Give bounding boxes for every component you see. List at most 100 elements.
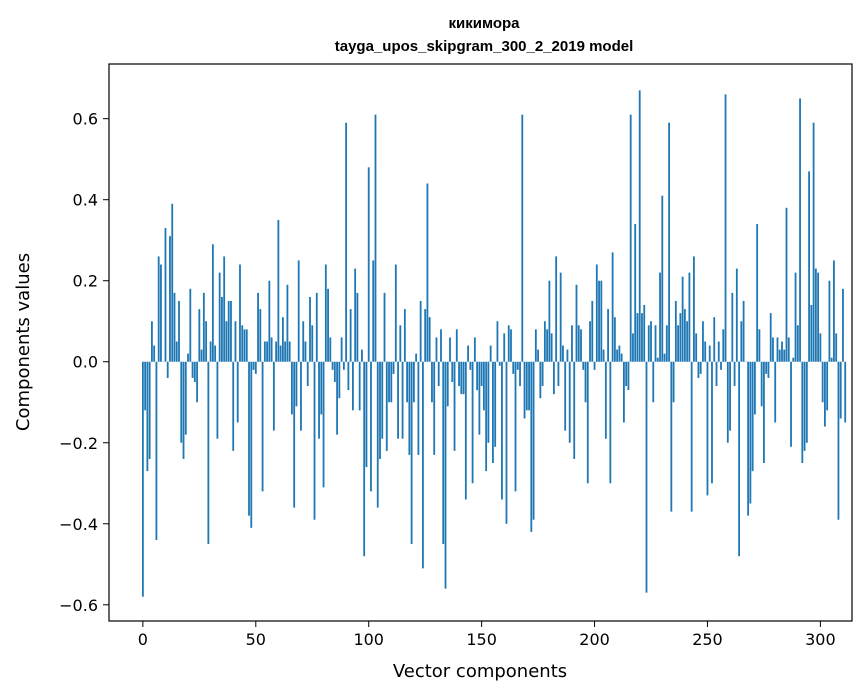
chart-title: кикимора xyxy=(448,15,520,32)
bar-component-216 xyxy=(629,114,632,362)
bar-component-91 xyxy=(347,361,350,391)
bar-component-89 xyxy=(342,361,345,370)
bar-component-85 xyxy=(333,361,336,382)
bar-component-1 xyxy=(144,361,147,411)
bar-component-221 xyxy=(641,313,643,362)
bar-component-15 xyxy=(175,341,178,362)
bar-component-69 xyxy=(297,260,300,362)
bar-component-235 xyxy=(672,361,675,403)
bar-component-55 xyxy=(266,341,268,362)
bar-component-45 xyxy=(243,329,246,362)
bar-component-27 xyxy=(202,292,205,362)
bar-component-122 xyxy=(417,361,420,455)
bar-component-253 xyxy=(713,317,716,362)
bar-component-72 xyxy=(304,341,307,362)
bar-component-83 xyxy=(329,337,332,362)
bar-component-19 xyxy=(184,361,187,435)
bar-component-118 xyxy=(408,361,411,455)
bar-component-105 xyxy=(379,361,381,459)
y-axis-label: Components values xyxy=(13,253,34,431)
bar-component-101 xyxy=(370,361,372,492)
bar-component-270 xyxy=(751,361,754,472)
x-tick-label: 200 xyxy=(579,630,610,649)
bar-component-17 xyxy=(180,361,183,443)
bar-component-172 xyxy=(530,361,533,532)
bar-component-56 xyxy=(268,280,271,362)
bar-component-116 xyxy=(403,309,406,362)
bar-component-41 xyxy=(234,321,237,362)
bar-component-262 xyxy=(733,361,736,387)
bar-component-115 xyxy=(401,361,404,439)
bar-component-3 xyxy=(148,361,151,459)
bar-component-7 xyxy=(157,256,160,362)
bar-component-40 xyxy=(232,361,235,451)
bar-component-60 xyxy=(277,219,280,362)
bar-component-131 xyxy=(437,361,440,387)
bar-component-84 xyxy=(331,361,334,370)
bar-component-50 xyxy=(254,361,257,374)
bar-component-92 xyxy=(349,309,352,362)
bar-component-123 xyxy=(419,300,422,362)
x-tick-label: 150 xyxy=(466,630,497,649)
bar-component-220 xyxy=(638,90,641,362)
bar-component-49 xyxy=(252,361,255,370)
bar-component-166 xyxy=(516,361,519,370)
bar-component-254 xyxy=(715,361,718,387)
bar-component-97 xyxy=(361,349,363,362)
bar-component-64 xyxy=(286,284,289,362)
bar-component-145 xyxy=(469,361,472,370)
bar-component-127 xyxy=(428,317,431,362)
bar-component-44 xyxy=(241,325,244,362)
bar-component-113 xyxy=(397,361,399,439)
x-tick-label: 0 xyxy=(138,630,148,649)
bar-component-95 xyxy=(356,292,359,362)
bar-component-153 xyxy=(487,361,490,443)
bar-component-37 xyxy=(225,321,228,362)
bar-component-256 xyxy=(720,361,722,370)
bar-component-244 xyxy=(693,256,695,362)
bar-component-231 xyxy=(663,353,666,362)
bar-component-23 xyxy=(193,361,196,382)
bar-component-197 xyxy=(586,361,589,484)
bar-component-65 xyxy=(288,341,291,362)
bar-component-196 xyxy=(584,361,587,403)
bar-component-59 xyxy=(275,341,278,362)
bar-component-86 xyxy=(336,361,338,435)
bar-component-210 xyxy=(616,349,619,362)
bar-component-87 xyxy=(338,361,341,399)
bar-component-52 xyxy=(259,309,262,362)
bar-component-263 xyxy=(735,268,738,362)
bar-component-243 xyxy=(690,361,693,512)
bar-component-22 xyxy=(191,361,194,378)
bar-component-141 xyxy=(460,361,463,395)
bar-component-140 xyxy=(458,361,460,387)
bar-component-288 xyxy=(792,357,795,362)
bar-component-111 xyxy=(392,361,395,374)
bar-component-155 xyxy=(492,361,494,464)
bar-component-148 xyxy=(476,361,479,391)
bar-component-194 xyxy=(580,329,582,362)
bar-component-215 xyxy=(627,361,630,391)
y-tick-label: −0.6 xyxy=(59,596,98,615)
bar-component-298 xyxy=(814,268,817,362)
bar-component-160 xyxy=(503,333,506,362)
bar-component-175 xyxy=(537,349,539,362)
bar-component-178 xyxy=(543,321,546,362)
bar-component-218 xyxy=(634,224,637,362)
bar-component-109 xyxy=(388,361,390,403)
bar-component-143 xyxy=(464,361,467,500)
bar-component-248 xyxy=(702,321,704,362)
bar-component-228 xyxy=(656,357,659,362)
bar-component-77 xyxy=(315,292,318,362)
bar-component-88 xyxy=(340,337,343,362)
bar-component-150 xyxy=(480,361,483,387)
bar-component-126 xyxy=(426,183,429,362)
bar-component-193 xyxy=(577,325,580,362)
bar-component-241 xyxy=(686,321,689,362)
bar-component-297 xyxy=(812,122,815,362)
bar-component-300 xyxy=(819,333,822,362)
bar-component-222 xyxy=(643,305,646,362)
bar-component-80 xyxy=(322,361,325,488)
bar-component-147 xyxy=(473,337,476,362)
